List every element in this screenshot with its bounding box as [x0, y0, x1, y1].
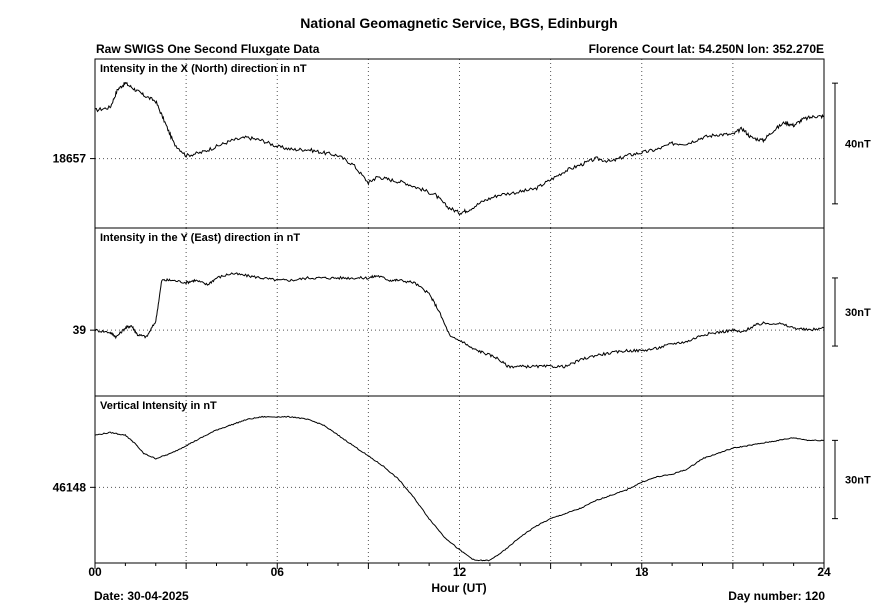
x-tick-label: 24 [817, 565, 831, 579]
panel-frame [94, 395, 825, 564]
chart-title: National Geomagnetic Service, BGS, Edinb… [300, 15, 617, 31]
y-ref-label: 39 [73, 323, 87, 337]
subtitle-left: Raw SWIGS One Second Fluxgate Data [96, 42, 320, 56]
y-ref-label: 46148 [53, 480, 87, 494]
panel-title: Intensity in the X (North) direction in … [100, 63, 307, 75]
y-ref-label: 18657 [53, 152, 87, 166]
panel-title: Vertical Intensity in nT [100, 400, 217, 412]
scale-bar-label: 30nT [845, 475, 871, 487]
date-label: Date: 30-04-2025 [94, 589, 189, 603]
panel-3: Vertical Intensity in nT 46148 30nT [53, 395, 871, 564]
series-line [94, 272, 825, 369]
scale-bar [832, 82, 838, 205]
panel-title: Intensity in the Y (East) direction in n… [100, 232, 300, 244]
series-line [94, 415, 824, 562]
x-axis-label: Hour (UT) [431, 581, 486, 595]
x-tick-label: 00 [88, 565, 102, 579]
scale-bar [832, 439, 838, 520]
x-tick-label: 06 [271, 565, 285, 579]
day-number-label: Day number: 120 [728, 589, 825, 603]
panels-group: Intensity in the X (North) direction in … [53, 58, 871, 564]
panel-2: Intensity in the Y (East) direction in n… [73, 227, 871, 397]
series-line [94, 81, 825, 216]
scale-bar-label: 40nT [845, 139, 871, 151]
x-tick-label: 12 [453, 565, 467, 579]
scale-bar-label: 30nT [845, 307, 871, 319]
x-tick-label: 18 [635, 565, 649, 579]
scale-bar [832, 277, 838, 347]
subtitle-right: Florence Court lat: 54.250N lon: 352.270… [589, 42, 824, 56]
panel-1: Intensity in the X (North) direction in … [53, 58, 871, 229]
x-axis: 00 06 12 18 24 [88, 563, 831, 579]
